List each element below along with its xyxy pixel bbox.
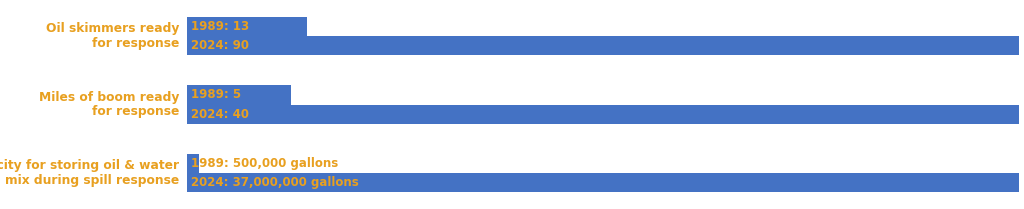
Text: Capacity for storing oil & water
mix during spill response: Capacity for storing oil & water mix dur… bbox=[0, 159, 179, 187]
Bar bbox=[187, 173, 1019, 192]
Bar bbox=[187, 36, 1019, 55]
Text: 2024: 90: 2024: 90 bbox=[191, 39, 250, 52]
Bar bbox=[187, 85, 291, 104]
Text: 2024: 40: 2024: 40 bbox=[191, 108, 250, 121]
Text: 1989: 500,000 gallons: 1989: 500,000 gallons bbox=[191, 157, 339, 170]
Text: Oil skimmers ready
for response: Oil skimmers ready for response bbox=[46, 22, 179, 50]
Bar bbox=[187, 154, 199, 173]
Bar bbox=[187, 104, 1019, 124]
Text: Miles of boom ready
for response: Miles of boom ready for response bbox=[39, 90, 179, 119]
Text: 1989: 5: 1989: 5 bbox=[191, 88, 242, 101]
Text: 2024: 37,000,000 gallons: 2024: 37,000,000 gallons bbox=[191, 176, 359, 189]
Bar bbox=[187, 17, 307, 36]
Text: 1989: 13: 1989: 13 bbox=[191, 20, 250, 33]
